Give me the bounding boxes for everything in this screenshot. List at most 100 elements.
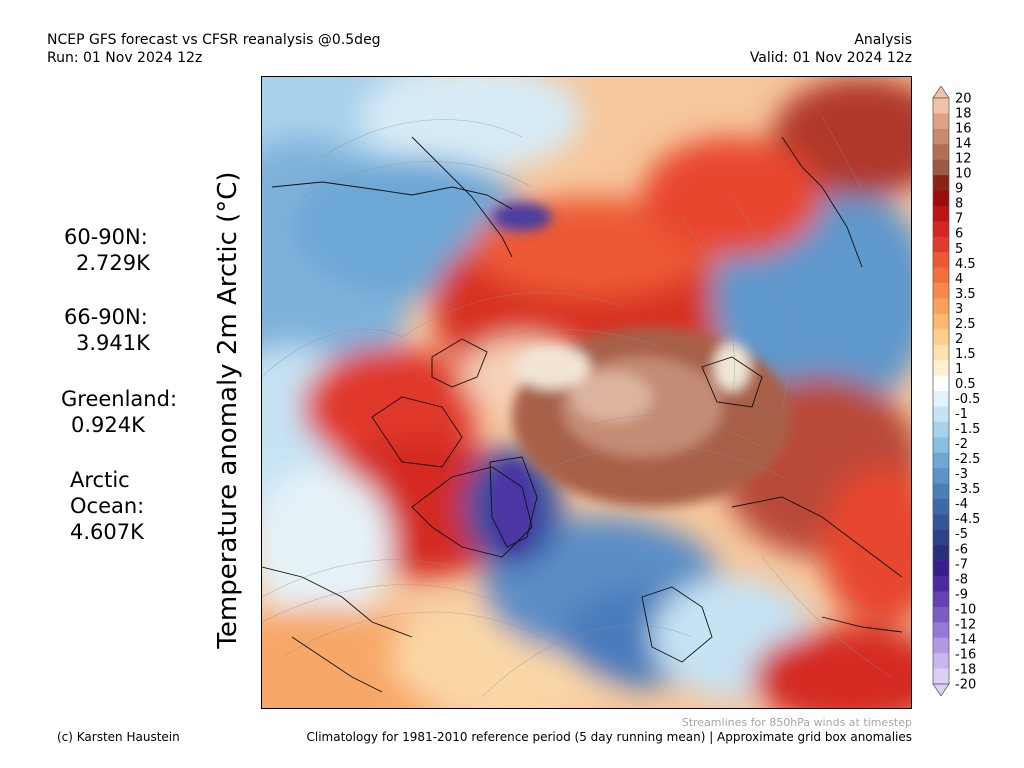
stat-value: 2.729K bbox=[76, 251, 150, 275]
colorbar-swatch bbox=[933, 421, 949, 438]
stat-60-90n: 60-90N: 2.729K bbox=[64, 224, 150, 276]
colorbar-tick-label: -0.5 bbox=[955, 392, 980, 407]
colorbar-swatch bbox=[933, 483, 949, 500]
colorbar-tick-label: 3 bbox=[955, 302, 963, 317]
colorbar-tick-label: -10 bbox=[955, 602, 976, 617]
colorbar-swatch bbox=[933, 175, 949, 191]
colorbar-tick-label: 10 bbox=[955, 167, 972, 182]
colorbar-tick-label: -1 bbox=[955, 407, 968, 422]
colorbar-swatch bbox=[933, 267, 949, 284]
colorbar-swatch bbox=[933, 113, 949, 130]
colorbar-swatch bbox=[933, 391, 949, 407]
colorbar-tick-label: -2.5 bbox=[955, 452, 980, 467]
stat-label: Greenland: bbox=[61, 387, 178, 411]
colorbar-swatch bbox=[933, 375, 949, 392]
valid-time: Valid: 01 Nov 2024 12z bbox=[749, 50, 912, 66]
colorbar-swatch bbox=[933, 98, 949, 114]
colorbar-tick-label: -3.5 bbox=[955, 482, 980, 497]
colorbar-tick-label: -8 bbox=[955, 572, 968, 587]
colorbar-tick-label: -16 bbox=[955, 647, 976, 662]
colorbar-tick-label: 1.5 bbox=[955, 347, 976, 362]
colorbar-tick-label: 1 bbox=[955, 362, 963, 377]
streamlines-note: Streamlines for 850hPa winds at timestep bbox=[681, 716, 912, 729]
colorbar-swatch bbox=[933, 514, 949, 531]
colorbar-top-arrow bbox=[932, 86, 950, 99]
colorbar-swatch bbox=[933, 298, 949, 315]
colorbar-tick-label: 7 bbox=[955, 212, 963, 227]
colorbar-tick-label: -1.5 bbox=[955, 422, 980, 437]
colorbar-tick-label: -5 bbox=[955, 527, 968, 542]
colorbar-swatch bbox=[933, 545, 949, 561]
colorbar-tick-label: 4 bbox=[955, 272, 963, 287]
y-axis-label: Temperature anomaly 2m Arctic (°C) bbox=[213, 171, 243, 649]
analysis-label: Analysis bbox=[854, 32, 912, 48]
colorbar-tick-label: -12 bbox=[955, 617, 976, 632]
colorbar-tick-label: 4.5 bbox=[955, 257, 976, 272]
colorbar-swatch bbox=[933, 560, 949, 577]
colorbar-swatch bbox=[933, 236, 949, 253]
colorbar-bottom-arrow bbox=[932, 683, 950, 696]
colorbar-tick-label: 2 bbox=[955, 332, 963, 347]
colorbar-swatch bbox=[933, 313, 949, 330]
colorbar-swatch bbox=[933, 591, 949, 608]
colorbar-swatch bbox=[933, 668, 949, 685]
colorbar-tick-label: 2.5 bbox=[955, 317, 976, 332]
colorbar-swatch bbox=[933, 637, 949, 654]
header-right: Analysis Valid: 01 Nov 2024 12z bbox=[750, 31, 912, 67]
colorbar-tick-label: 9 bbox=[955, 182, 963, 197]
colorbar-tick-label: -2 bbox=[955, 437, 968, 452]
stat-66-90n: 66-90N: 3.941K bbox=[64, 304, 150, 356]
colorbar-swatch bbox=[933, 159, 949, 176]
colorbar-swatch bbox=[933, 452, 949, 469]
stat-value: 4.607K bbox=[70, 520, 144, 544]
colorbar-swatch bbox=[933, 606, 949, 623]
header-left: NCEP GFS forecast vs CFSR reanalysis @0.… bbox=[47, 31, 381, 67]
colorbar-tick-label: 3.5 bbox=[955, 287, 976, 302]
colorbar-tick-label: -20 bbox=[955, 678, 976, 693]
stat-arctic-ocean: Arctic Ocean: 4.607K bbox=[70, 467, 144, 545]
stat-label: 60-90N: bbox=[64, 225, 148, 249]
colorbar-tick-label: 14 bbox=[955, 137, 972, 152]
stat-value: 0.924K bbox=[71, 413, 145, 437]
colorbar-tick-label: 6 bbox=[955, 227, 963, 242]
colorbar-tick-label: -6 bbox=[955, 542, 968, 557]
colorbar-swatch bbox=[933, 360, 949, 376]
colorbar-swatch bbox=[933, 498, 949, 515]
colorbar-tick-label: 20 bbox=[955, 92, 972, 107]
stat-label: Ocean: bbox=[70, 494, 145, 518]
colorbar-tick-label: 5 bbox=[955, 242, 963, 257]
climatology-note: Climatology for 1981-2010 reference peri… bbox=[306, 730, 913, 744]
colorbar-tick-label: -18 bbox=[955, 662, 976, 677]
anomaly-map-svg bbox=[262, 77, 911, 708]
colorbar-tick-label: -4 bbox=[955, 497, 968, 512]
colorbar-tick-label: -3 bbox=[955, 467, 968, 482]
stat-value: 3.941K bbox=[76, 331, 150, 355]
colorbar-tick-label: -9 bbox=[955, 587, 968, 602]
stat-greenland: Greenland: 0.924K bbox=[61, 386, 177, 438]
colorbar-swatch bbox=[933, 622, 949, 639]
colorbar-swatch bbox=[933, 190, 949, 207]
colorbar-swatch bbox=[933, 468, 949, 484]
colorbar-swatch bbox=[933, 283, 949, 299]
colorbar-swatch bbox=[933, 144, 949, 160]
run-time: Run: 01 Nov 2024 12z bbox=[47, 50, 203, 66]
colorbar-tick-label: 0.5 bbox=[955, 377, 976, 392]
colorbar-tick-label: -14 bbox=[955, 632, 976, 647]
anomaly-map bbox=[261, 76, 912, 709]
colorbar-tick-label: -4.5 bbox=[955, 512, 980, 527]
colorbar-tick-label: 12 bbox=[955, 152, 972, 167]
colorbar-tick-label: 8 bbox=[955, 197, 963, 212]
credit: (c) Karsten Haustein bbox=[57, 730, 180, 744]
colorbar-tick-label: 16 bbox=[955, 122, 972, 137]
colorbar-swatch bbox=[933, 221, 949, 238]
colorbar-swatch bbox=[933, 653, 949, 669]
colorbar-swatch bbox=[933, 205, 949, 222]
stat-label: Arctic bbox=[70, 468, 130, 492]
colorbar-tick-label: -7 bbox=[955, 557, 968, 572]
colorbar-tick-label: 18 bbox=[955, 107, 972, 122]
colorbar-swatch bbox=[933, 529, 949, 546]
colorbar-swatch bbox=[933, 576, 949, 592]
colorbar-swatch bbox=[933, 252, 949, 268]
colorbar-swatch bbox=[933, 344, 949, 361]
stat-label: 66-90N: bbox=[64, 305, 148, 329]
